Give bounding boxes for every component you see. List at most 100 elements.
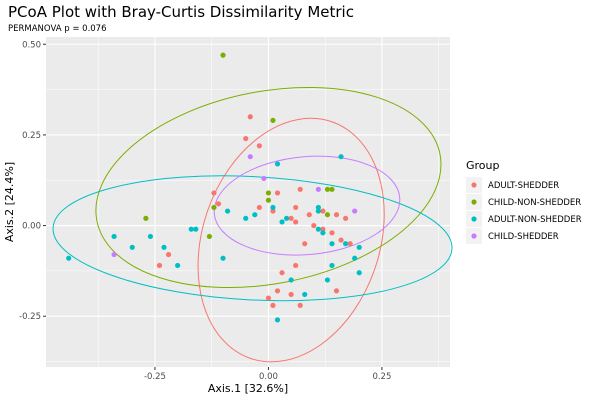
y-tick-label: 0.00 [22,222,41,232]
legend-item-adult-non-shedder: ADULT-NON-SHEDDER [466,211,582,227]
ellipse-adult-non-shedder [52,175,453,302]
point-adult-shedder [347,241,353,247]
point-adult-shedder [342,215,349,221]
x-tick-label: -0.25 [144,372,166,382]
point-adult-shedder [320,208,326,214]
point-child-non-shedder [143,215,149,221]
point-adult-shedder [247,114,253,120]
y-tick-label: 0.25 [22,131,41,141]
point-adult-non-shedder [329,262,335,269]
legend-label: CHILD-SHEDDER [488,232,559,242]
point-adult-non-shedder [224,208,231,214]
x-tick-label: 0.00 [259,372,278,382]
point-child-shedder [247,154,253,160]
chart-title: PCoA Plot with Bray-Curtis Dissimilarity… [8,3,354,21]
point-adult-non-shedder [252,212,258,218]
point-adult-non-shedder [111,233,117,240]
ellipse-child-non-shedder [95,86,442,289]
y-axis: -0.25 0.00 0.25 0.50 [19,40,46,322]
point-adult-shedder [306,212,312,218]
point-adult-shedder [288,215,294,221]
point-adult-non-shedder [129,244,135,250]
point-child-non-shedder [220,52,226,58]
point-adult-non-shedder [279,219,285,225]
point-adult-shedder [270,302,276,308]
point-adult-shedder [243,135,249,142]
point-adult-non-shedder [338,154,344,160]
series-adult-non-shedder [66,154,362,323]
point-adult-non-shedder [315,204,321,211]
legend-item-adult-shedder: ADULT-SHEDDER [466,177,559,193]
point-adult-shedder [293,219,299,225]
point-adult-non-shedder [243,215,249,221]
point-adult-shedder [288,291,294,298]
plot-background [46,37,450,367]
point-adult-shedder [215,201,222,207]
point-adult-shedder [297,302,303,308]
point-child-non-shedder [270,117,276,124]
legend-item-child-shedder: CHILD-SHEDDER [466,228,559,244]
point-adult-non-shedder [352,255,358,261]
point-adult-non-shedder [283,215,290,221]
point-adult-shedder [333,288,340,294]
point-adult-non-shedder [270,204,276,211]
grid-lines [46,37,450,367]
y-tick-label: 0.50 [22,40,41,50]
point-adult-non-shedder [188,226,194,232]
legend: Group ADULT-SHEDDER CHILD-NON-SHEDDER ADUL… [466,159,582,244]
point-adult-shedder [293,204,299,211]
point-adult-shedder [256,143,262,149]
point-adult-shedder [293,262,299,269]
point-adult-shedder [165,251,172,258]
point-adult-non-shedder [147,233,154,240]
point-adult-shedder [338,237,344,243]
ellipse-adult-shedder [197,117,385,363]
point-adult-non-shedder [288,277,294,283]
point-adult-non-shedder [274,317,281,323]
point-adult-shedder [279,270,285,276]
legend-title: Group [466,159,500,172]
point-child-shedder [261,175,267,182]
point-child-non-shedder [324,186,331,192]
point-adult-shedder [311,222,317,229]
legend-label: ADULT-SHEDDER [488,181,559,191]
point-adult-shedder [297,186,303,192]
point-child-non-shedder [206,233,213,240]
legend-marker [471,216,477,222]
legend-item-child-non-shedder: CHILD-NON-SHEDDER [466,194,581,210]
plot-panel [46,37,453,367]
point-adult-non-shedder [356,244,362,250]
point-adult-non-shedder [161,244,167,250]
point-adult-non-shedder [356,270,362,276]
confidence-ellipses [52,86,453,363]
point-adult-shedder [329,230,335,236]
point-adult-shedder [270,208,276,214]
series-child-non-shedder [143,52,335,240]
point-child-non-shedder [211,204,217,211]
point-child-non-shedder [324,212,331,218]
legend-marker [471,199,477,205]
series-child-shedder [111,154,358,258]
y-axis-title: Axis.2 [24.4%] [3,162,16,242]
point-adult-shedder [320,226,326,232]
point-adult-non-shedder [220,255,226,261]
chart-subtitle: PERMANOVA p = 0.076 [8,24,107,34]
point-child-shedder [352,208,358,214]
point-adult-shedder [333,212,340,218]
data-points [66,52,362,323]
legend-marker [471,182,477,188]
y-tick-label: -0.25 [19,312,41,322]
x-axis: -0.25 0.00 0.25 [144,367,391,382]
point-child-non-shedder [265,197,272,203]
point-adult-shedder [265,295,272,301]
point-adult-non-shedder [342,241,349,247]
point-adult-non-shedder [315,208,321,214]
series-adult-shedder [156,114,353,308]
legend-marker [471,233,477,239]
point-child-non-shedder [265,190,272,196]
point-adult-non-shedder [175,262,181,269]
point-adult-shedder [302,241,308,247]
point-adult-shedder [274,190,281,196]
point-adult-shedder [274,288,281,294]
